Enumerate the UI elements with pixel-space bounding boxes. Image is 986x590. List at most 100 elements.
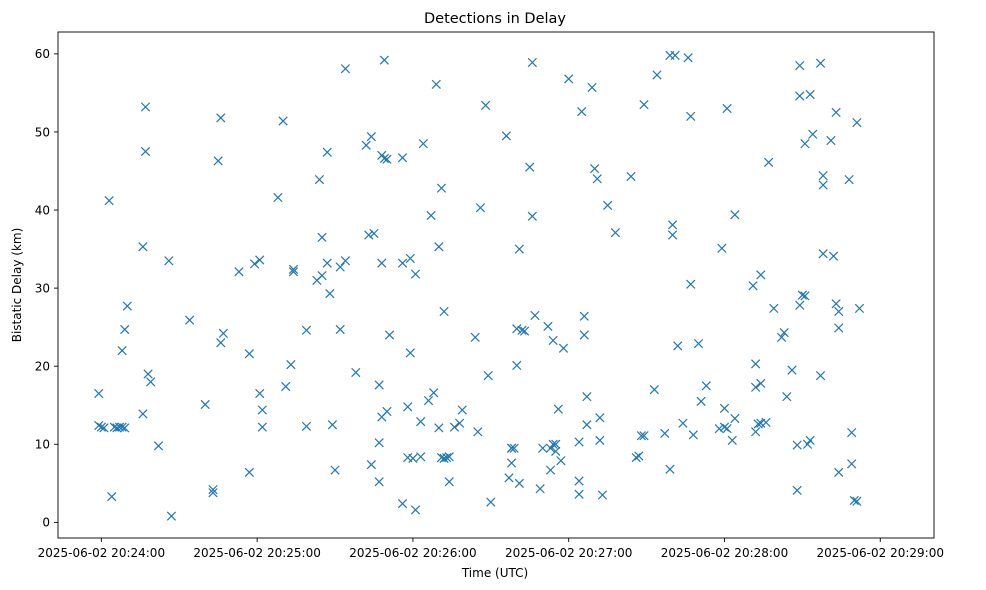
x-tick-label: 2025-06-02 20:26:00 bbox=[349, 546, 476, 560]
detection-marker bbox=[636, 431, 647, 441]
x-tick-label: 2025-06-02 20:29:00 bbox=[817, 546, 944, 560]
detection-marker bbox=[322, 258, 332, 268]
detection-marker bbox=[317, 271, 327, 281]
detection-marker bbox=[834, 323, 844, 333]
detection-marker bbox=[670, 50, 680, 61]
detection-marker bbox=[828, 251, 839, 261]
detection-marker bbox=[244, 467, 254, 478]
detection-marker bbox=[626, 171, 636, 182]
detection-marker bbox=[558, 343, 569, 353]
detection-marker bbox=[418, 139, 428, 149]
detection-marker bbox=[556, 456, 566, 466]
detection-marker bbox=[340, 256, 351, 266]
detection-marker bbox=[688, 430, 698, 440]
detection-marker bbox=[574, 489, 584, 499]
detection-marker bbox=[288, 267, 299, 277]
detection-marker bbox=[649, 385, 660, 395]
detection-marker bbox=[634, 451, 644, 461]
detection-marker bbox=[519, 326, 530, 336]
detection-marker bbox=[410, 505, 421, 515]
detection-marker bbox=[416, 417, 426, 427]
detection-marker bbox=[831, 107, 841, 118]
detection-marker bbox=[379, 55, 389, 65]
detection-marker bbox=[751, 427, 761, 437]
detection-marker bbox=[748, 281, 758, 291]
detection-marker bbox=[335, 324, 345, 335]
detection-marker bbox=[730, 413, 740, 424]
detection-marker bbox=[369, 228, 379, 239]
detection-marker bbox=[756, 270, 766, 280]
detection-marker bbox=[234, 267, 244, 277]
detection-marker bbox=[795, 60, 805, 71]
detection-marker bbox=[800, 139, 810, 149]
detection-marker bbox=[756, 378, 766, 389]
detection-marker bbox=[117, 345, 127, 356]
detection-marker bbox=[325, 288, 335, 299]
y-axis-label: Bistatic Delay (km) bbox=[10, 228, 24, 343]
detection-marker bbox=[551, 439, 561, 449]
detection-marker bbox=[854, 303, 865, 314]
detection-marker bbox=[548, 335, 558, 346]
x-tick-label: 2025-06-02 20:27:00 bbox=[505, 546, 632, 560]
detection-marker bbox=[587, 82, 597, 93]
detection-marker bbox=[255, 388, 265, 399]
detection-marker bbox=[545, 465, 556, 475]
detection-marker bbox=[377, 258, 387, 268]
detection-marker bbox=[530, 310, 540, 321]
detection-marker bbox=[449, 422, 460, 432]
detection-marker bbox=[514, 244, 524, 254]
detection-marker bbox=[795, 300, 805, 310]
y-tick-label: 60 bbox=[35, 47, 50, 61]
detection-marker bbox=[153, 441, 164, 451]
detection-marker bbox=[382, 154, 392, 164]
detection-marker bbox=[379, 153, 389, 164]
detection-marker bbox=[322, 147, 332, 157]
detection-marker bbox=[185, 315, 195, 325]
detection-marker bbox=[506, 443, 517, 453]
detection-marker bbox=[782, 392, 792, 402]
detection-marker bbox=[800, 291, 810, 301]
detection-marker bbox=[213, 156, 223, 166]
detection-marker bbox=[592, 174, 602, 184]
x-axis-label: Time (UTC) bbox=[461, 566, 528, 580]
detection-marker bbox=[686, 111, 696, 121]
detection-marker bbox=[94, 420, 104, 431]
detection-marker bbox=[792, 485, 802, 495]
detection-marker bbox=[208, 484, 218, 495]
detection-marker bbox=[545, 443, 556, 453]
detection-marker bbox=[410, 269, 421, 279]
detection-marker bbox=[457, 405, 467, 415]
detection-marker bbox=[506, 458, 517, 468]
y-tick-label: 30 bbox=[35, 281, 50, 295]
detection-marker bbox=[543, 321, 553, 332]
detection-marker bbox=[776, 332, 787, 342]
detection-marker bbox=[686, 279, 696, 289]
detection-marker bbox=[802, 439, 813, 449]
detection-marker bbox=[166, 511, 177, 521]
detection-marker bbox=[826, 135, 836, 146]
detection-marker bbox=[314, 174, 325, 185]
detection-marker bbox=[512, 360, 522, 371]
detection-marker bbox=[431, 79, 441, 89]
detection-marker bbox=[143, 369, 153, 379]
detection-marker bbox=[727, 435, 737, 446]
detection-marker bbox=[408, 453, 418, 463]
detection-marker bbox=[847, 427, 857, 438]
detection-marker bbox=[717, 243, 727, 253]
detection-marker bbox=[553, 404, 563, 414]
detection-marker bbox=[374, 477, 384, 487]
detection-marker bbox=[818, 180, 828, 190]
y-tick-label: 10 bbox=[35, 438, 50, 452]
detection-marker bbox=[847, 459, 857, 469]
detection-marker bbox=[99, 423, 109, 433]
detection-marker bbox=[104, 196, 114, 206]
detection-marker bbox=[138, 409, 148, 419]
detection-marker bbox=[486, 497, 496, 507]
detection-marker bbox=[753, 419, 763, 429]
x-tick-label: 2025-06-02 20:28:00 bbox=[661, 546, 788, 560]
detection-marker bbox=[722, 424, 732, 434]
detection-marker bbox=[595, 435, 605, 446]
detection-marker bbox=[473, 427, 483, 437]
data-markers bbox=[94, 50, 865, 521]
